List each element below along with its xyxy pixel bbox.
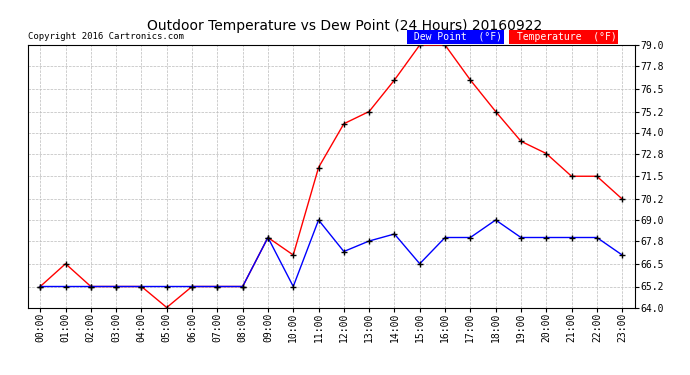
Text: Copyright 2016 Cartronics.com: Copyright 2016 Cartronics.com	[28, 32, 184, 41]
Text: Dew Point  (°F): Dew Point (°F)	[408, 32, 502, 42]
Text: Temperature  (°F): Temperature (°F)	[511, 32, 616, 42]
Text: Outdoor Temperature vs Dew Point (24 Hours) 20160922: Outdoor Temperature vs Dew Point (24 Hou…	[148, 19, 542, 33]
